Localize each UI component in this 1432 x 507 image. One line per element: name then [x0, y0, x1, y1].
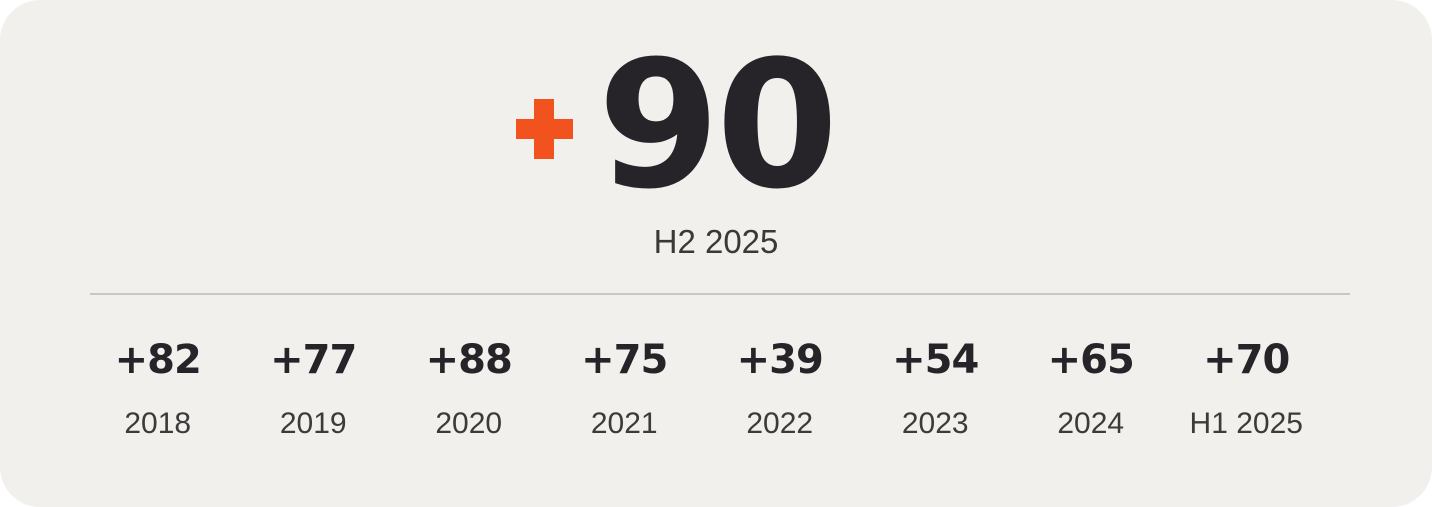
history-value: +39	[736, 336, 824, 383]
history-value: +75	[581, 336, 668, 383]
history-value: +70	[1203, 336, 1290, 383]
history-value: +77	[270, 336, 357, 383]
history-item: +82 2018	[80, 340, 236, 442]
history-item: +75 2021	[547, 340, 703, 442]
hero-period-label: H2 2025	[653, 223, 779, 260]
history-year-label: H1 2025	[1189, 406, 1303, 440]
history-value: +82	[114, 336, 202, 383]
history-value: +54	[892, 336, 979, 383]
history-item: +77 2019	[236, 340, 392, 442]
history-row: +82 2018 +77 2019 +88 2020 +75 2021 +39 …	[0, 295, 1432, 442]
history-year-label: 2021	[590, 406, 658, 440]
hero-section: 90 H2 2025	[0, 0, 1432, 262]
history-year-label: 2022	[746, 406, 814, 440]
history-value: +65	[1047, 336, 1135, 383]
history-item: +65 2024	[1013, 340, 1169, 442]
history-year-label: 2020	[435, 406, 503, 440]
history-year-label: 2018	[124, 406, 192, 440]
plus-icon	[516, 99, 573, 159]
history-value: +88	[425, 336, 513, 383]
history-year-label: 2023	[901, 406, 969, 440]
history-year-label: 2019	[279, 406, 347, 440]
history-item: +88 2020	[391, 340, 547, 442]
history-item: +70 H1 2025	[1169, 340, 1325, 442]
history-item: +54 2023	[858, 340, 1014, 442]
hero-figure: 90	[597, 23, 839, 228]
history-year-label: 2024	[1057, 406, 1125, 440]
history-item: +39 2022	[702, 340, 858, 442]
hero-number: 90	[597, 23, 839, 228]
divider	[90, 292, 1350, 295]
